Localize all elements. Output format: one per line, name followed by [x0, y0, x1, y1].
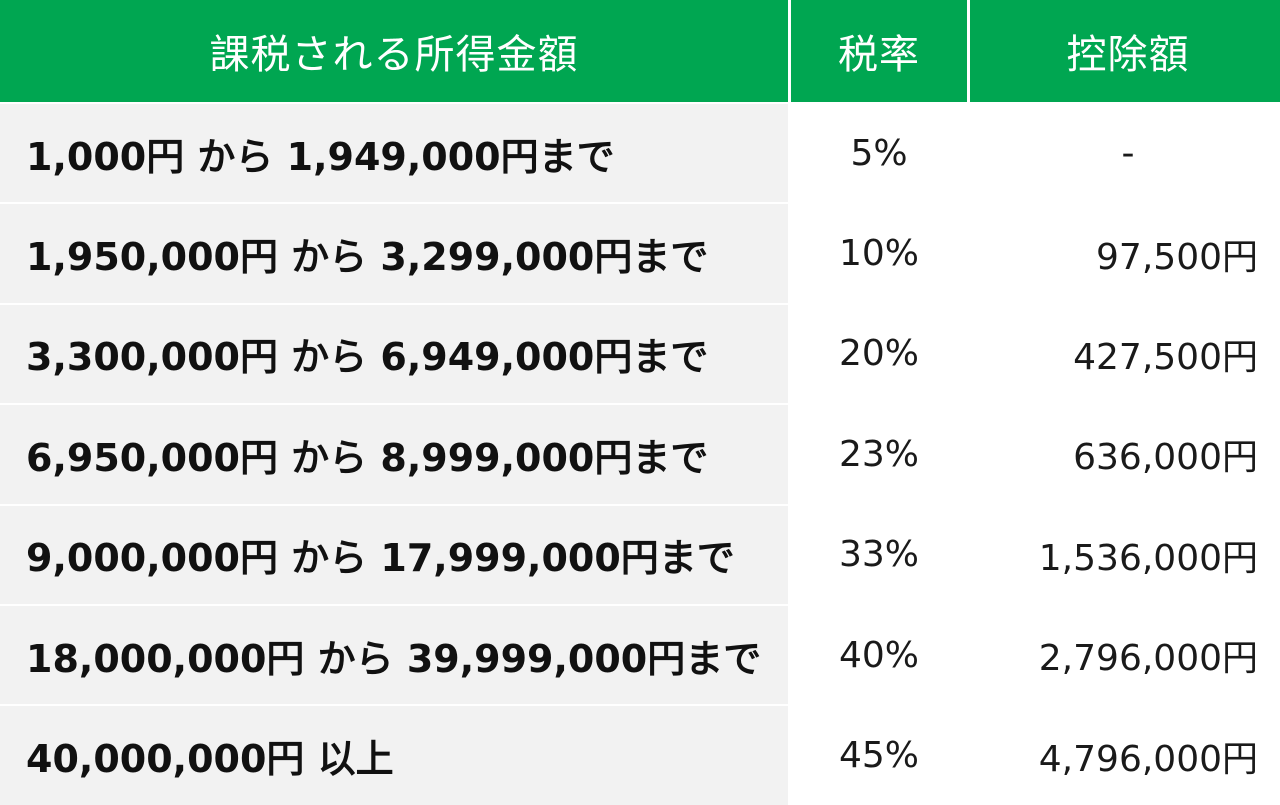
row-6-deduction: 2,796,000円 [970, 605, 1280, 705]
row-5-deduction: 1,536,000円 [970, 505, 1280, 604]
row-4-range: 6,950,000円 から 8,999,000円まで [0, 405, 788, 504]
row-7-deduction: 4,796,000円 [970, 706, 1280, 805]
row-1-rate: 5% [791, 104, 967, 203]
row-4-deduction: 636,000円 [970, 405, 1280, 504]
row-6-rate: 40% [791, 605, 967, 705]
row-5-rate: 33% [791, 505, 967, 604]
header-deduction: 控除額 [970, 0, 1280, 102]
row-7-range: 40,000,000円 以上 [0, 706, 788, 805]
row-1-range: 1,000円 から 1,949,000円まで [0, 104, 788, 203]
row-2-deduction: 97,500円 [970, 204, 1280, 303]
row-6-range: 18,000,000円 から 39,999,000円まで [0, 605, 788, 705]
row-4-rate: 23% [791, 405, 967, 504]
row-3-deduction: 427,500円 [970, 304, 1280, 404]
row-2-range: 1,950,000円 から 3,299,000円まで [0, 204, 788, 303]
header-income: 課税される所得金額 [0, 0, 788, 102]
row-5-range: 9,000,000円 から 17,999,000円まで [0, 505, 788, 604]
row-3-range: 3,300,000円 から 6,949,000円まで [0, 304, 788, 404]
row-3-rate: 20% [791, 304, 967, 404]
row-7-rate: 45% [791, 706, 967, 805]
row-1-deduction: - [970, 104, 1280, 203]
row-2-rate: 10% [791, 204, 967, 303]
header-rate: 税率 [791, 0, 967, 102]
